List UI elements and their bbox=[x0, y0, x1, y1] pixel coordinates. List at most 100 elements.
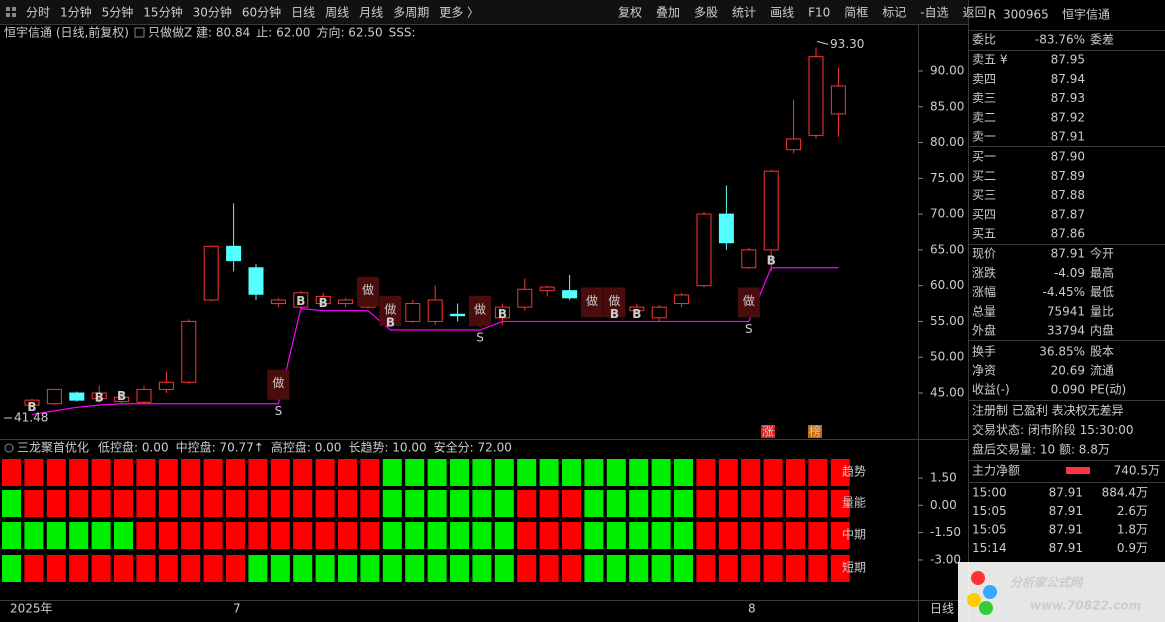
signal-cell bbox=[405, 555, 425, 582]
signal-cell bbox=[114, 555, 133, 582]
signal-box bbox=[581, 287, 603, 318]
signal-box bbox=[469, 296, 491, 327]
tool-button[interactable]: 简框 bbox=[844, 6, 868, 20]
signal-cell bbox=[315, 522, 335, 549]
panel-value: 87.93 bbox=[1051, 91, 1085, 105]
period-tab[interactable]: 更多 〉 bbox=[439, 6, 479, 20]
signal-cell bbox=[69, 555, 89, 582]
period-tab[interactable]: 分时 bbox=[26, 6, 50, 20]
candle-body bbox=[136, 388, 152, 403]
signal-cell bbox=[2, 459, 21, 486]
signal-cell bbox=[584, 490, 604, 517]
tick-time: 15:14 bbox=[972, 541, 1007, 555]
tool-button[interactable]: 叠加 bbox=[656, 6, 680, 20]
signal-cell bbox=[181, 555, 201, 582]
panel-value: 87.86 bbox=[1051, 227, 1085, 241]
signal-cell bbox=[293, 555, 313, 582]
signal-cell bbox=[808, 490, 828, 517]
tool-button[interactable]: 标记 bbox=[882, 6, 906, 20]
signal-cell bbox=[472, 555, 492, 582]
candle-body bbox=[562, 290, 578, 299]
panel-label: 卖五 ¥ bbox=[972, 53, 1008, 67]
period-tab[interactable]: 30分钟 bbox=[193, 5, 232, 20]
panel-note: 注册制 已盈利 表决权无差异 bbox=[972, 403, 1124, 418]
period-tab[interactable]: 月线 bbox=[359, 6, 383, 20]
signal-cell bbox=[315, 555, 335, 582]
panel-label: 买三 bbox=[972, 188, 996, 202]
signal-cell bbox=[158, 522, 178, 549]
panel-value: 0.090 bbox=[1051, 383, 1085, 397]
signal-cell bbox=[584, 555, 604, 582]
signal-cell bbox=[472, 459, 492, 486]
stop-line bbox=[31, 267, 839, 416]
signal-cell bbox=[562, 459, 581, 486]
period-tab[interactable]: 15分钟 bbox=[143, 5, 182, 20]
tool-button[interactable]: 复权 bbox=[618, 6, 642, 20]
panel-label: 净资 bbox=[972, 364, 996, 378]
signal-box bbox=[267, 369, 290, 400]
tool-button[interactable]: 返回 bbox=[963, 6, 987, 20]
date-label: 8 bbox=[748, 602, 756, 616]
period-tab[interactable]: 1分钟 bbox=[60, 5, 92, 20]
badge bbox=[761, 425, 775, 438]
signal-cell bbox=[786, 555, 805, 582]
candle-body bbox=[450, 313, 466, 317]
signal-cell bbox=[427, 490, 447, 517]
signal-cell bbox=[91, 555, 111, 582]
signal-cell bbox=[741, 522, 761, 549]
period-tab[interactable]: 日线 bbox=[291, 6, 315, 20]
tick-time: 15:05 bbox=[972, 504, 1007, 518]
signal-cell bbox=[517, 522, 537, 549]
tool-button[interactable]: 多股 bbox=[694, 6, 718, 20]
signal-cell bbox=[46, 555, 66, 582]
period-tab[interactable]: 60分钟 bbox=[242, 5, 281, 20]
tick-amount: 0.9万 bbox=[1117, 541, 1148, 555]
period-tab[interactable]: 5分钟 bbox=[102, 5, 134, 20]
indicator-param: SSS: bbox=[389, 26, 416, 40]
y-tick-label: 80.00 bbox=[930, 135, 964, 149]
signal-cell bbox=[786, 490, 805, 517]
signal-cell bbox=[629, 555, 649, 582]
period-tab[interactable]: 多周期 bbox=[393, 6, 429, 20]
panel-label: 买一 bbox=[972, 150, 996, 164]
buy-signal: B bbox=[117, 389, 126, 403]
signal-cell bbox=[248, 490, 268, 517]
signal-cell bbox=[136, 490, 156, 517]
signal-cell bbox=[69, 490, 89, 517]
signal-cell bbox=[606, 522, 626, 549]
panel-value: -4.45% bbox=[1043, 285, 1085, 299]
signal-cell bbox=[114, 490, 133, 517]
candle-body bbox=[24, 399, 40, 406]
signal-cell bbox=[181, 459, 201, 486]
candle-body bbox=[91, 392, 107, 400]
signal-cell bbox=[24, 555, 44, 582]
period-tab[interactable]: 周线 bbox=[325, 6, 349, 20]
y-tick-label: 75.00 bbox=[930, 171, 964, 185]
tool-button[interactable]: F10 bbox=[808, 6, 830, 20]
tool-button[interactable]: 统计 bbox=[732, 6, 756, 20]
panel-value: 87.91 bbox=[1051, 130, 1085, 144]
candle-body bbox=[539, 286, 555, 292]
tick-price: 87.91 bbox=[1049, 523, 1083, 537]
signal-cell bbox=[539, 522, 559, 549]
signal-cell bbox=[539, 555, 559, 582]
signal-cell bbox=[584, 459, 604, 486]
signal-cell bbox=[562, 555, 581, 582]
panel-value: 33794 bbox=[1047, 324, 1085, 338]
panel-value: 20.69 bbox=[1051, 364, 1085, 378]
signal-cell bbox=[2, 490, 21, 517]
tick-time: 15:00 bbox=[972, 486, 1007, 500]
signal-cell bbox=[539, 459, 559, 486]
signal-cell bbox=[651, 459, 671, 486]
signal-cell bbox=[158, 555, 178, 582]
panel-value: 75941 bbox=[1047, 304, 1085, 318]
tool-button[interactable]: 画线 bbox=[770, 6, 794, 20]
toolbar-icon bbox=[6, 7, 16, 17]
signal-cell bbox=[203, 459, 223, 486]
tool-button[interactable]: -自选 bbox=[920, 6, 948, 20]
signal-cell bbox=[226, 490, 245, 517]
row-label: 中期 bbox=[842, 527, 866, 542]
y-tick-label: -3.00 bbox=[930, 552, 961, 566]
tick-amount: 2.6万 bbox=[1117, 504, 1148, 518]
y-tick-label: 0.00 bbox=[930, 498, 957, 512]
